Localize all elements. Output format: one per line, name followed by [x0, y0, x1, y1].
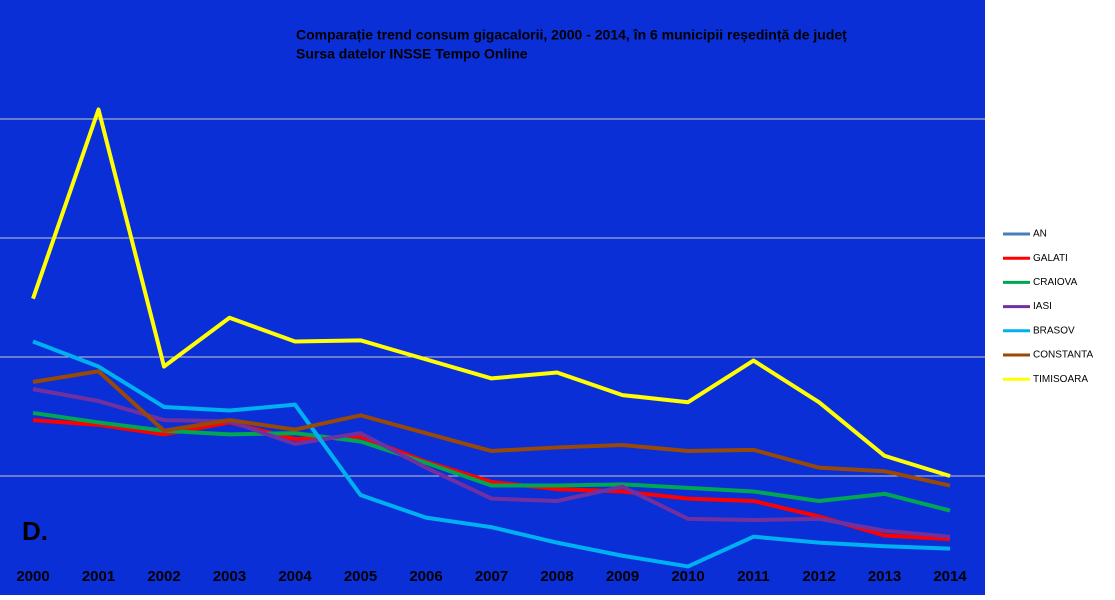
- legend-label: CONSTANTA: [1033, 350, 1094, 361]
- legend-label: IASI: [1033, 301, 1052, 312]
- x-tick-label: 2001: [82, 568, 115, 585]
- legend-label: BRASOV: [1033, 325, 1075, 336]
- x-tick-label: 2007: [475, 568, 508, 585]
- x-tick-label: 2014: [933, 568, 967, 585]
- legend-label: AN: [1033, 229, 1047, 240]
- x-tick-label: 2013: [868, 568, 901, 585]
- chart-subtitle: Sursa datelor INSSE Tempo Online: [296, 46, 528, 62]
- x-tick-label: 2010: [671, 568, 704, 585]
- chart-title: Comparație trend consum gigacalorii, 200…: [296, 27, 847, 43]
- x-tick-label: 2004: [278, 568, 312, 585]
- series-line: [32, 387, 951, 539]
- x-tick-label: 2000: [16, 568, 49, 585]
- series-line: [32, 369, 951, 488]
- x-tick-label: 2002: [147, 568, 180, 585]
- x-tick-label: 2009: [606, 568, 639, 585]
- legend-label: TIMISOARA: [1033, 374, 1088, 385]
- series-line: [32, 410, 951, 513]
- legend-label: GALATI: [1033, 253, 1068, 264]
- x-tick-label: 2006: [409, 568, 442, 585]
- x-tick-label: 2012: [802, 568, 835, 585]
- x-tick-label: 2008: [540, 568, 573, 585]
- annotation: D.: [22, 516, 48, 546]
- legend-label: CRAIOVA: [1033, 277, 1078, 288]
- x-tick-label: 2011: [737, 568, 770, 585]
- series-line: [32, 339, 951, 569]
- plot-area: [0, 0, 985, 595]
- x-tick-label: 2005: [344, 568, 377, 585]
- series-line: [31, 107, 951, 478]
- x-tick-label: 2003: [213, 568, 246, 585]
